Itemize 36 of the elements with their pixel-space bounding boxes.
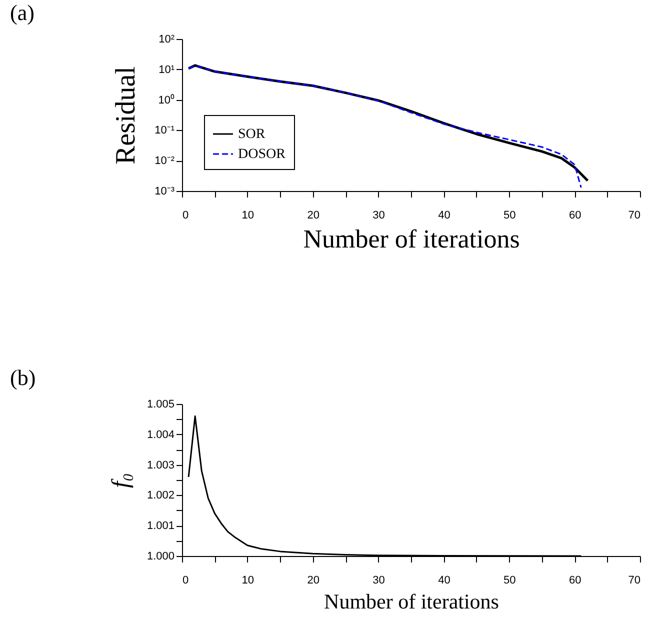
legend-label: DOSOR xyxy=(238,147,286,162)
y-tick-label: 10⁻² xyxy=(154,155,175,168)
y-tick-label: 10⁰ xyxy=(158,93,174,106)
y-tick-label: 10¹ xyxy=(158,64,175,76)
y-tick-label: 1.005 xyxy=(146,398,174,410)
x-tick-label: 10 xyxy=(242,574,254,586)
x-axis-title: Number of iterations xyxy=(324,590,499,614)
x-tick-label: 40 xyxy=(438,210,450,222)
x-tick-label: 30 xyxy=(372,210,385,222)
y-tick-label: 10⁻¹ xyxy=(154,124,175,137)
y-axis-title: Residual xyxy=(110,66,142,164)
legend-label: SOR xyxy=(238,127,266,142)
y-tick-label: 1.001 xyxy=(146,520,174,532)
y-axis-title: f₀ xyxy=(108,472,134,488)
x-tick-label: 50 xyxy=(504,574,516,586)
y-tick-label: 1.000 xyxy=(146,550,174,562)
x-tick-label: 20 xyxy=(307,210,320,222)
y-tick-label: 1.004 xyxy=(146,428,174,441)
x-tick-label: 60 xyxy=(568,574,582,586)
y-tick-label: 1.002 xyxy=(146,490,174,502)
y-tick-label: 10² xyxy=(158,34,175,46)
x-tick-label: 10 xyxy=(242,210,254,222)
x-tick-label: 70 xyxy=(628,210,640,222)
x-tick-label: 50 xyxy=(504,210,516,222)
x-tick-label: 60 xyxy=(568,210,582,222)
chart-title: (b) xyxy=(10,365,36,390)
x-tick-label: 40 xyxy=(438,574,450,586)
x-tick-label: 20 xyxy=(307,574,320,586)
x-axis-title: Number of iterations xyxy=(303,224,520,254)
chart-title: (a) xyxy=(10,0,34,25)
y-tick-label: 10⁻³ xyxy=(154,186,175,198)
x-tick-label: 70 xyxy=(628,574,640,586)
x-tick-label: 0 xyxy=(182,574,189,586)
x-tick-label: 30 xyxy=(372,574,385,586)
y-tick-label: 1.003 xyxy=(146,459,174,472)
x-tick-label: 0 xyxy=(182,210,189,222)
